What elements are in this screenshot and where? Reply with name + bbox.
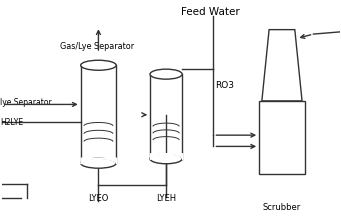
Text: LYEH: LYEH — [156, 194, 176, 203]
Polygon shape — [262, 30, 302, 101]
Text: RO3: RO3 — [215, 81, 234, 90]
Text: LYEO: LYEO — [88, 194, 109, 203]
Text: lye Separator: lye Separator — [0, 98, 52, 107]
Bar — [259, 101, 305, 174]
Text: Gas/Lye Separator: Gas/Lye Separator — [60, 42, 134, 51]
Text: H2LYE: H2LYE — [0, 118, 24, 127]
Ellipse shape — [150, 69, 182, 79]
Ellipse shape — [81, 60, 116, 70]
Ellipse shape — [150, 154, 182, 164]
Text: Scrubber: Scrubber — [263, 203, 301, 212]
Ellipse shape — [81, 158, 116, 168]
Text: Feed Water: Feed Water — [181, 7, 239, 17]
